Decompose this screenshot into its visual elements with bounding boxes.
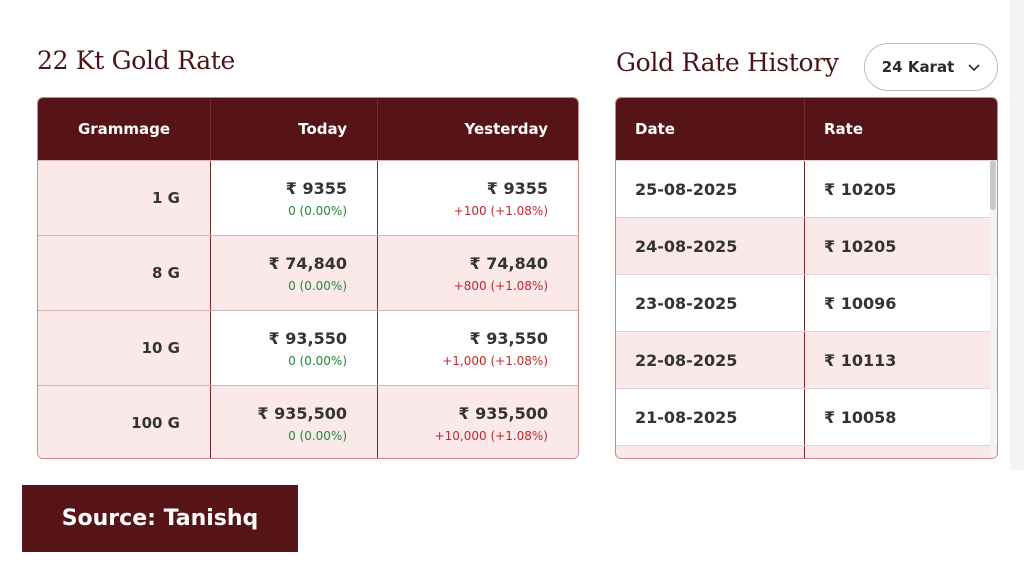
today-price: ₹ 9355	[285, 178, 347, 198]
yesterday-cell: ₹ 93,550 +1,000 (+1.08%)	[378, 311, 578, 385]
source-label: Source: Tanishq	[22, 485, 298, 552]
table-row: 24-08-2025 ₹ 10205	[616, 217, 997, 274]
grammage-header: Grammage	[38, 98, 211, 160]
table-row: 21-08-2025 ₹ 10058	[616, 388, 997, 445]
rate-cell: ₹ 10113	[824, 350, 897, 370]
history-scrollbar[interactable]	[990, 160, 996, 458]
today-cell: ₹ 74,840 0 (0.00%)	[211, 236, 378, 310]
yesterday-change: +1,000 (+1.08%)	[442, 353, 548, 368]
grammage-cell: 10 G	[38, 311, 211, 385]
yesterday-change: +800 (+1.08%)	[453, 278, 548, 293]
today-price: ₹ 74,840	[268, 253, 347, 273]
grammage-cell: 1 G	[38, 161, 211, 235]
date-cell: 24-08-2025	[616, 218, 805, 274]
table-row: 22-08-2025 ₹ 10113	[616, 331, 997, 388]
date-cell	[616, 446, 805, 458]
table-row: 23-08-2025 ₹ 10096	[616, 274, 997, 331]
date-cell: 22-08-2025	[616, 332, 805, 388]
chevron-down-icon	[968, 58, 980, 76]
scrollbar-thumb[interactable]	[990, 160, 996, 210]
table-row: 1 G ₹ 9355 0 (0.00%) ₹ 9355 +100 (+1.08%…	[38, 160, 578, 235]
karat-selected-value: 24 Karat	[881, 58, 955, 76]
gold-rate-table: Grammage Today Yesterday 1 G ₹ 9355 0 (0…	[37, 97, 579, 459]
date-cell: 25-08-2025	[616, 161, 805, 217]
date-header: Date	[616, 98, 805, 160]
yesterday-cell: ₹ 935,500 +10,000 (+1.08%)	[378, 386, 578, 458]
karat-dropdown[interactable]: 24 Karat	[864, 43, 998, 91]
table-row	[616, 445, 997, 458]
yesterday-cell: ₹ 9355 +100 (+1.08%)	[378, 161, 578, 235]
yesterday-header: Yesterday	[464, 120, 548, 138]
today-cell: ₹ 9355 0 (0.00%)	[211, 161, 378, 235]
table-row: 100 G ₹ 935,500 0 (0.00%) ₹ 935,500 +10,…	[38, 385, 578, 458]
gold-rate-history-title: Gold Rate History	[616, 48, 839, 77]
yesterday-change: +100 (+1.08%)	[453, 203, 548, 218]
yesterday-price: ₹ 93,550	[469, 328, 548, 348]
yesterday-price: ₹ 935,500	[458, 403, 548, 423]
today-price: ₹ 935,500	[257, 403, 347, 423]
today-change: 0 (0.00%)	[288, 203, 347, 218]
rate-header: Rate	[824, 120, 864, 138]
today-price: ₹ 93,550	[268, 328, 347, 348]
history-table-header: Date Rate	[616, 98, 997, 160]
today-change: 0 (0.00%)	[288, 428, 347, 443]
yesterday-price: ₹ 9355	[486, 178, 548, 198]
yesterday-change: +10,000 (+1.08%)	[434, 428, 548, 443]
today-change: 0 (0.00%)	[288, 278, 347, 293]
rate-cell: ₹ 10058	[824, 407, 897, 427]
today-cell: ₹ 935,500 0 (0.00%)	[211, 386, 378, 458]
table-row: 25-08-2025 ₹ 10205	[616, 160, 997, 217]
grammage-cell: 100 G	[38, 386, 211, 458]
today-header: Today	[211, 98, 378, 160]
today-change: 0 (0.00%)	[288, 353, 347, 368]
yesterday-cell: ₹ 74,840 +800 (+1.08%)	[378, 236, 578, 310]
yesterday-price: ₹ 74,840	[469, 253, 548, 273]
table-row: 10 G ₹ 93,550 0 (0.00%) ₹ 93,550 +1,000 …	[38, 310, 578, 385]
gold-rate-title: 22 Kt Gold Rate	[37, 46, 236, 75]
table-row: 8 G ₹ 74,840 0 (0.00%) ₹ 74,840 +800 (+1…	[38, 235, 578, 310]
rate-cell	[805, 446, 997, 458]
date-cell: 23-08-2025	[616, 275, 805, 331]
today-cell: ₹ 93,550 0 (0.00%)	[211, 311, 378, 385]
rate-cell: ₹ 10096	[824, 293, 897, 313]
gold-rate-history-table: Date Rate 25-08-2025 ₹ 10205 24-08-2025 …	[615, 97, 998, 459]
grammage-cell: 8 G	[38, 236, 211, 310]
rate-cell: ₹ 10205	[824, 179, 897, 199]
rate-cell: ₹ 10205	[824, 236, 897, 256]
page-edge	[1010, 0, 1024, 470]
date-cell: 21-08-2025	[616, 389, 805, 445]
rate-table-header: Grammage Today Yesterday	[38, 98, 578, 160]
